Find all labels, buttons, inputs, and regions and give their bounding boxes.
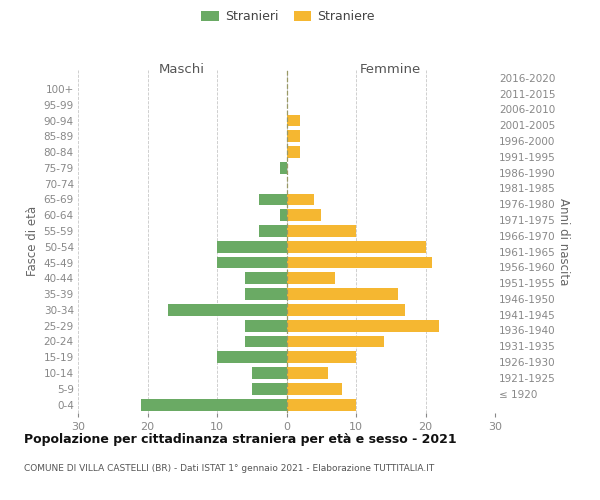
- Bar: [287, 146, 301, 158]
- Bar: [252, 367, 287, 379]
- Bar: [287, 352, 356, 363]
- Bar: [259, 194, 287, 205]
- Bar: [287, 398, 356, 410]
- Bar: [245, 336, 287, 347]
- Bar: [287, 225, 356, 237]
- Bar: [287, 241, 425, 252]
- Bar: [245, 272, 287, 284]
- Text: COMUNE DI VILLA CASTELLI (BR) - Dati ISTAT 1° gennaio 2021 - Elaborazione TUTTIT: COMUNE DI VILLA CASTELLI (BR) - Dati IST…: [24, 464, 434, 473]
- Bar: [245, 288, 287, 300]
- Bar: [245, 320, 287, 332]
- Bar: [252, 383, 287, 394]
- Bar: [217, 241, 287, 252]
- Bar: [169, 304, 287, 316]
- Bar: [287, 320, 439, 332]
- Bar: [287, 130, 301, 142]
- Bar: [287, 210, 321, 221]
- Bar: [217, 352, 287, 363]
- Bar: [287, 304, 404, 316]
- Bar: [217, 256, 287, 268]
- Y-axis label: Fasce di età: Fasce di età: [26, 206, 40, 276]
- Text: Femmine: Femmine: [360, 64, 421, 76]
- Bar: [287, 367, 328, 379]
- Legend: Stranieri, Straniere: Stranieri, Straniere: [197, 6, 379, 26]
- Bar: [287, 288, 398, 300]
- Bar: [287, 336, 384, 347]
- Bar: [280, 210, 287, 221]
- Bar: [280, 162, 287, 174]
- Bar: [287, 114, 301, 126]
- Text: Maschi: Maschi: [159, 64, 205, 76]
- Bar: [287, 383, 342, 394]
- Bar: [287, 194, 314, 205]
- Y-axis label: Anni di nascita: Anni di nascita: [557, 198, 570, 285]
- Bar: [140, 398, 287, 410]
- Bar: [287, 256, 433, 268]
- Text: Popolazione per cittadinanza straniera per età e sesso - 2021: Popolazione per cittadinanza straniera p…: [24, 432, 457, 446]
- Bar: [259, 225, 287, 237]
- Bar: [287, 272, 335, 284]
